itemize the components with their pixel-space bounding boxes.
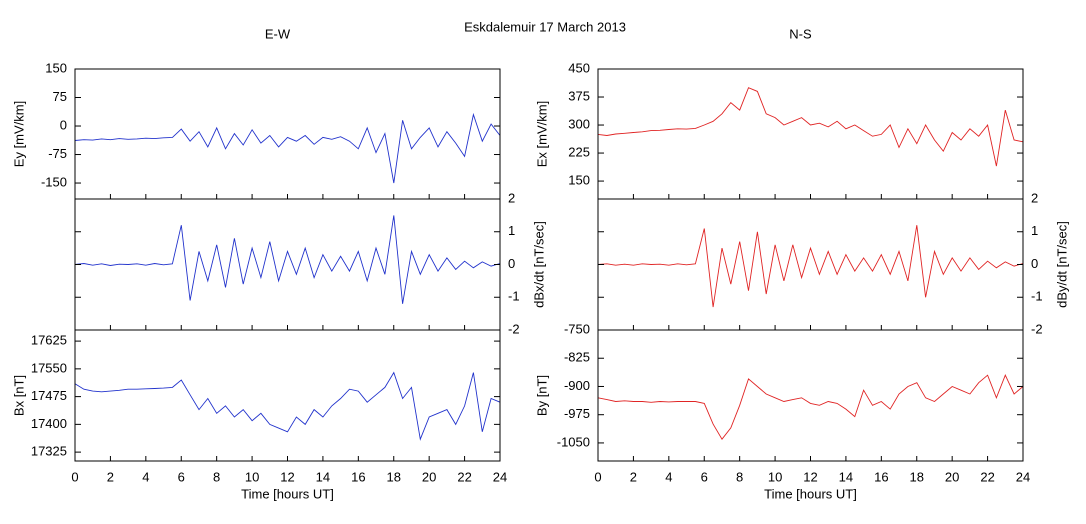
- x-tick-label: 22: [457, 469, 471, 484]
- y-tick-label: -2: [508, 321, 520, 336]
- y-axis-label: Ey [mV/km]: [11, 101, 26, 167]
- y-tick-label: 375: [568, 88, 590, 103]
- x-tick-label: 4: [142, 469, 149, 484]
- chart-title: Eskdalemuir 17 March 2013: [464, 19, 626, 34]
- y-axis-label: Ex [mV/km]: [534, 101, 549, 167]
- y-tick-label: 2: [508, 190, 515, 205]
- panel-frame: [597, 68, 1024, 200]
- y-tick-label: 17475: [31, 388, 67, 403]
- x-tick-label: 14: [839, 469, 853, 484]
- x-tick-label: 12: [280, 469, 294, 484]
- y-tick-label: 17550: [31, 360, 67, 375]
- y-tick-label: -900: [564, 378, 590, 393]
- y-tick-label: -150: [41, 174, 67, 189]
- x-tick-label: 10: [768, 469, 782, 484]
- y-tick-label: -750: [564, 321, 590, 336]
- y-axis-label: By [nT]: [534, 375, 549, 416]
- x-tick-label: 24: [493, 469, 507, 484]
- data-line: [74, 112, 501, 184]
- y-tick-label: 0: [1031, 256, 1038, 271]
- y-tick-label: 150: [568, 173, 590, 188]
- x-tick-label: 8: [213, 469, 220, 484]
- data-line: [597, 374, 1024, 440]
- y-tick-label: 17625: [31, 333, 67, 348]
- data-line: [74, 215, 501, 304]
- x-tick-label: 20: [422, 469, 436, 484]
- x-tick-label: 12: [803, 469, 817, 484]
- x-tick-label: 16: [351, 469, 365, 484]
- y-axis-label: dBy/dt [nT/sec]: [1054, 221, 1069, 308]
- y-tick-label: 17325: [31, 444, 67, 459]
- x-tick-label: 10: [245, 469, 259, 484]
- panel-frame: [74, 68, 501, 200]
- y-tick-label: -2: [1031, 321, 1043, 336]
- y-axis-label: Bx [nT]: [11, 375, 26, 416]
- column-title: N-S: [789, 26, 812, 41]
- panel-frame: [597, 329, 1024, 462]
- x-tick-label: 18: [387, 469, 401, 484]
- data-line: [597, 87, 1024, 167]
- y-tick-label: -1: [508, 289, 520, 304]
- y-tick-label: -1: [1031, 289, 1043, 304]
- y-tick-label: 75: [53, 89, 67, 104]
- y-tick-label: -975: [564, 406, 590, 421]
- panel-frame: [74, 329, 501, 462]
- y-tick-label: -825: [564, 350, 590, 365]
- x-tick-label: 6: [178, 469, 185, 484]
- x-tick-label: 0: [594, 469, 601, 484]
- y-tick-label: 17400: [31, 416, 67, 431]
- y-tick-label: -75: [48, 146, 67, 161]
- x-tick-label: 4: [665, 469, 672, 484]
- column-title: E-W: [265, 26, 291, 41]
- x-tick-label: 8: [736, 469, 743, 484]
- y-tick-label: 300: [568, 116, 590, 131]
- y-tick-label: -1050: [557, 434, 590, 449]
- y-tick-label: 1: [508, 223, 515, 238]
- y-tick-label: 1: [1031, 223, 1038, 238]
- x-tick-label: 2: [630, 469, 637, 484]
- data-line: [74, 371, 501, 441]
- x-axis-label: Time [hours UT]: [764, 486, 857, 501]
- y-tick-label: 150: [45, 60, 67, 75]
- data-line: [597, 225, 1024, 308]
- y-axis-label: dBx/dt [nT/sec]: [531, 221, 546, 308]
- x-tick-label: 16: [874, 469, 888, 484]
- x-tick-label: 24: [1016, 469, 1030, 484]
- x-tick-label: 18: [910, 469, 924, 484]
- x-tick-label: 6: [701, 469, 708, 484]
- x-tick-label: 14: [316, 469, 330, 484]
- y-tick-label: 450: [568, 60, 590, 75]
- x-tick-label: 22: [980, 469, 994, 484]
- y-tick-label: 2: [1031, 190, 1038, 205]
- x-axis-label: Time [hours UT]: [241, 486, 334, 501]
- x-tick-label: 20: [945, 469, 959, 484]
- y-tick-label: 225: [568, 144, 590, 159]
- y-tick-label: 0: [508, 256, 515, 271]
- y-tick-label: 0: [60, 117, 67, 132]
- x-tick-label: 0: [71, 469, 78, 484]
- x-tick-label: 2: [107, 469, 114, 484]
